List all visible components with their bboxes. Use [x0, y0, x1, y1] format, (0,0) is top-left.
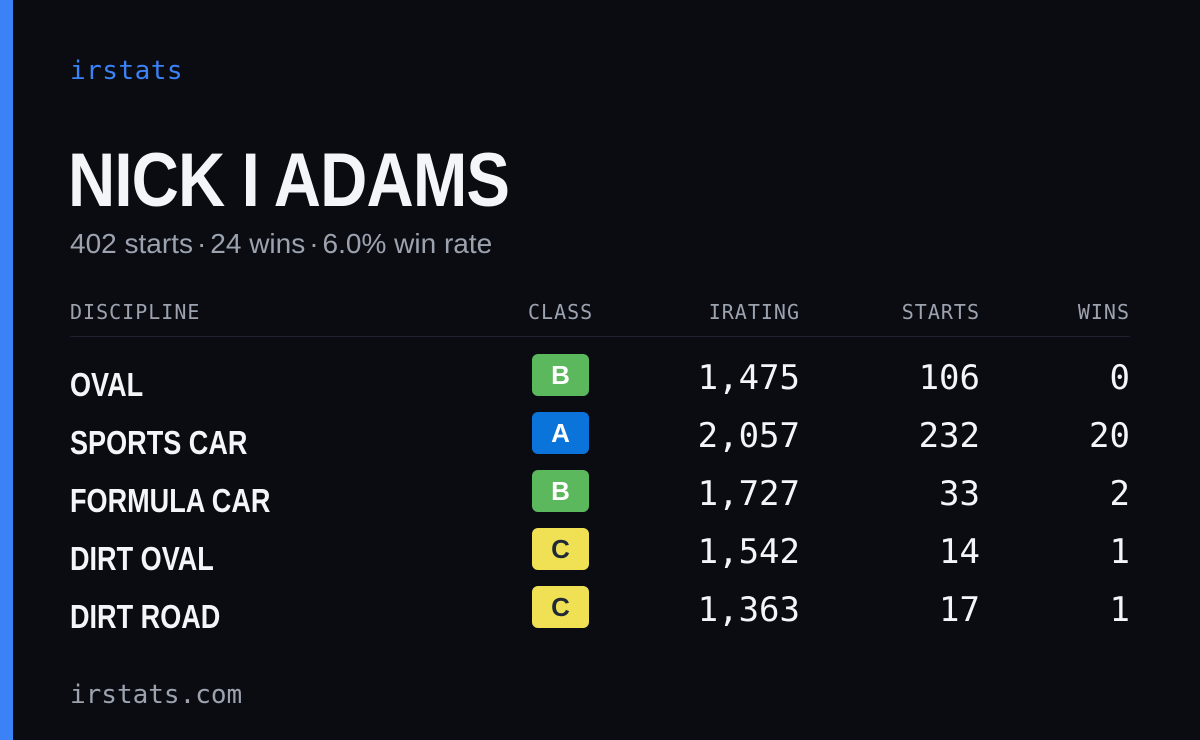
table-header: DISCIPLINE CLASS IRATING STARTS WINS — [70, 300, 1130, 337]
irating-value: 1,542 — [697, 532, 800, 572]
separator-dot: · — [196, 228, 207, 259]
driver-summary: 402 starts · 24 wins · 6.0% win rate — [70, 228, 492, 260]
irating-value: 1,363 — [697, 590, 800, 630]
table-row: DIRT ROAD C 1,363 17 1 — [70, 586, 1130, 646]
accent-bar — [0, 0, 13, 740]
table-row: DIRT OVAL C 1,542 14 1 — [70, 528, 1130, 588]
class-badge: C — [532, 528, 589, 570]
wins-value: 0 — [1109, 358, 1130, 398]
separator-dot: · — [309, 228, 319, 259]
discipline-name: DIRT OVAL — [70, 540, 214, 577]
discipline-name: SPORTS CAR — [70, 424, 248, 461]
class-badge: B — [532, 354, 589, 396]
starts-value: 17 — [939, 590, 980, 630]
starts-value: 106 — [918, 358, 980, 398]
wins-value: 1 — [1109, 532, 1130, 572]
driver-name: NICK I ADAMS — [68, 138, 510, 223]
class-badge: B — [532, 470, 589, 512]
table-row: FORMULA CAR B 1,727 33 2 — [70, 470, 1130, 530]
irating-value: 1,475 — [697, 358, 800, 398]
wins-value: 1 — [1109, 590, 1130, 630]
brand-logo: irstats — [70, 56, 184, 86]
discipline-name: DIRT ROAD — [70, 598, 221, 635]
starts-value: 14 — [939, 532, 980, 572]
starts-value: 33 — [939, 474, 980, 514]
wins-value: 2 — [1109, 474, 1130, 514]
class-badge: A — [532, 412, 589, 454]
discipline-name: FORMULA CAR — [70, 482, 271, 519]
wins-summary: 24 wins — [210, 228, 306, 259]
starts-summary: 402 starts — [70, 228, 193, 259]
table-row: OVAL B 1,475 106 0 — [70, 354, 1130, 414]
wins-value: 20 — [1089, 416, 1130, 456]
header-wins: WINS — [1077, 300, 1130, 324]
discipline-name: OVAL — [70, 366, 144, 403]
footer-url: irstats.com — [70, 680, 243, 710]
header-starts: STARTS — [901, 300, 980, 324]
class-badge: C — [532, 586, 589, 628]
win-rate-summary: 6.0% win rate — [322, 228, 493, 259]
header-discipline: DISCIPLINE — [70, 300, 201, 324]
header-class: CLASS — [528, 300, 594, 324]
irating-value: 1,727 — [697, 474, 800, 514]
header-irating: IRATING — [708, 300, 800, 324]
table-row: SPORTS CAR A 2,057 232 20 — [70, 412, 1130, 472]
irating-value: 2,057 — [697, 416, 800, 456]
starts-value: 232 — [918, 416, 980, 456]
